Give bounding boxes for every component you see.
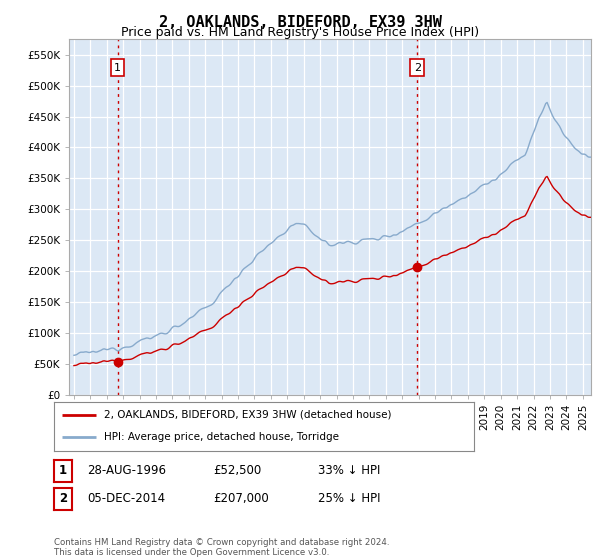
Text: 2: 2 <box>59 492 67 506</box>
Text: 28-AUG-1996: 28-AUG-1996 <box>87 464 166 478</box>
Text: £52,500: £52,500 <box>213 464 261 478</box>
Text: 1: 1 <box>114 63 121 73</box>
Text: 2, OAKLANDS, BIDEFORD, EX39 3HW: 2, OAKLANDS, BIDEFORD, EX39 3HW <box>158 15 442 30</box>
Text: HPI: Average price, detached house, Torridge: HPI: Average price, detached house, Torr… <box>104 432 340 442</box>
Text: £207,000: £207,000 <box>213 492 269 506</box>
Text: 25% ↓ HPI: 25% ↓ HPI <box>318 492 380 506</box>
Text: Price paid vs. HM Land Registry's House Price Index (HPI): Price paid vs. HM Land Registry's House … <box>121 26 479 39</box>
Text: Contains HM Land Registry data © Crown copyright and database right 2024.
This d: Contains HM Land Registry data © Crown c… <box>54 538 389 557</box>
Text: 1: 1 <box>59 464 67 478</box>
Text: 33% ↓ HPI: 33% ↓ HPI <box>318 464 380 478</box>
Text: 2, OAKLANDS, BIDEFORD, EX39 3HW (detached house): 2, OAKLANDS, BIDEFORD, EX39 3HW (detache… <box>104 410 392 420</box>
Text: 2: 2 <box>414 63 421 73</box>
Text: 05-DEC-2014: 05-DEC-2014 <box>87 492 165 506</box>
